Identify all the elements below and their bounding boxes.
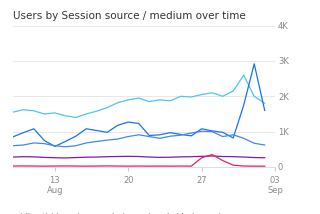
Legend: (direct) / (none), google / cpc, google / organic, baidu / organic, : (direct) / (none), google / cpc, google …	[9, 210, 240, 214]
Text: Users by Session source / medium over time: Users by Session source / medium over ti…	[13, 11, 245, 21]
